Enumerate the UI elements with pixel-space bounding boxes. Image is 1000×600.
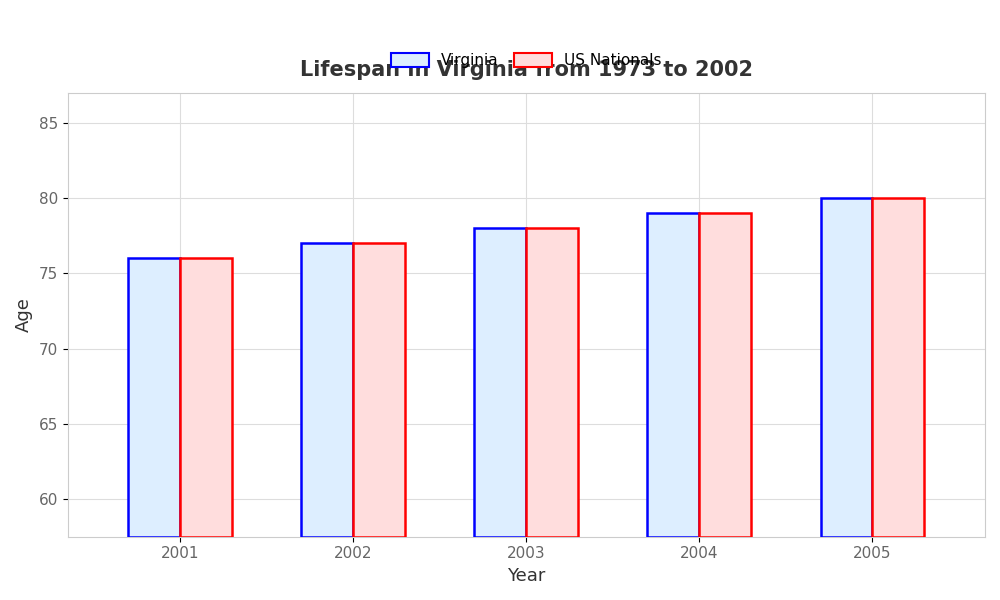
X-axis label: Year: Year — [507, 567, 546, 585]
Title: Lifespan in Virginia from 1973 to 2002: Lifespan in Virginia from 1973 to 2002 — [300, 60, 753, 80]
Bar — [301, 243, 353, 537]
Bar — [474, 228, 526, 537]
Bar — [821, 198, 872, 537]
Bar — [872, 198, 924, 537]
Legend: Virginia, US Nationals: Virginia, US Nationals — [385, 47, 668, 74]
Bar — [699, 213, 751, 537]
Bar — [180, 259, 232, 537]
Bar — [526, 228, 578, 537]
Bar — [128, 259, 180, 537]
Bar — [353, 243, 405, 537]
Y-axis label: Age: Age — [15, 298, 33, 332]
Bar — [647, 213, 699, 537]
